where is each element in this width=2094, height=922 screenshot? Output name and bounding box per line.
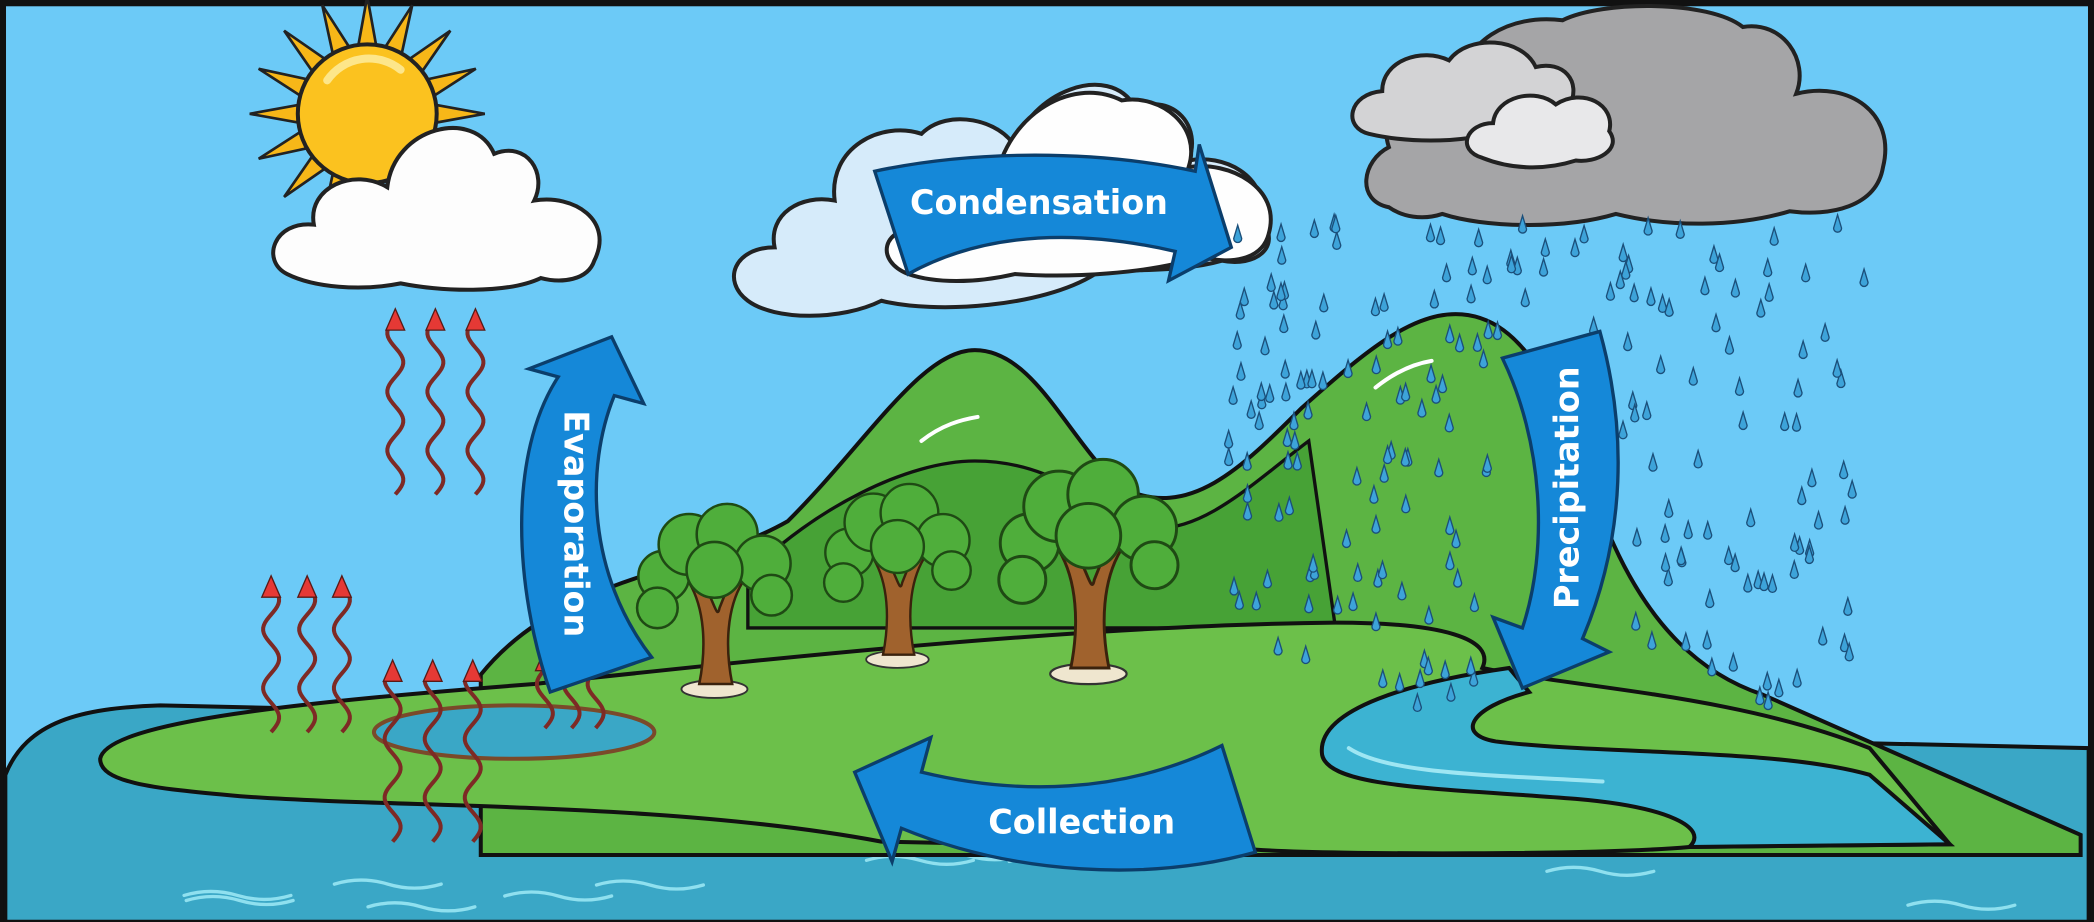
stage-label: Evaporation (557, 410, 596, 637)
stage-label: Precipitation (1548, 366, 1587, 609)
foliage (871, 520, 924, 573)
stage-label: Collection (988, 803, 1175, 842)
foliage (687, 542, 743, 598)
foliage (1131, 542, 1178, 589)
pond (374, 705, 654, 758)
water-cycle-diagram: Condensation Evaporation Precipitation C… (0, 0, 2094, 922)
foliage (932, 551, 970, 589)
foliage (1056, 503, 1121, 568)
foliage (999, 556, 1046, 603)
foliage (751, 575, 792, 616)
foliage (637, 588, 678, 629)
foliage (824, 563, 862, 601)
stage-label: Condensation (910, 183, 1168, 222)
